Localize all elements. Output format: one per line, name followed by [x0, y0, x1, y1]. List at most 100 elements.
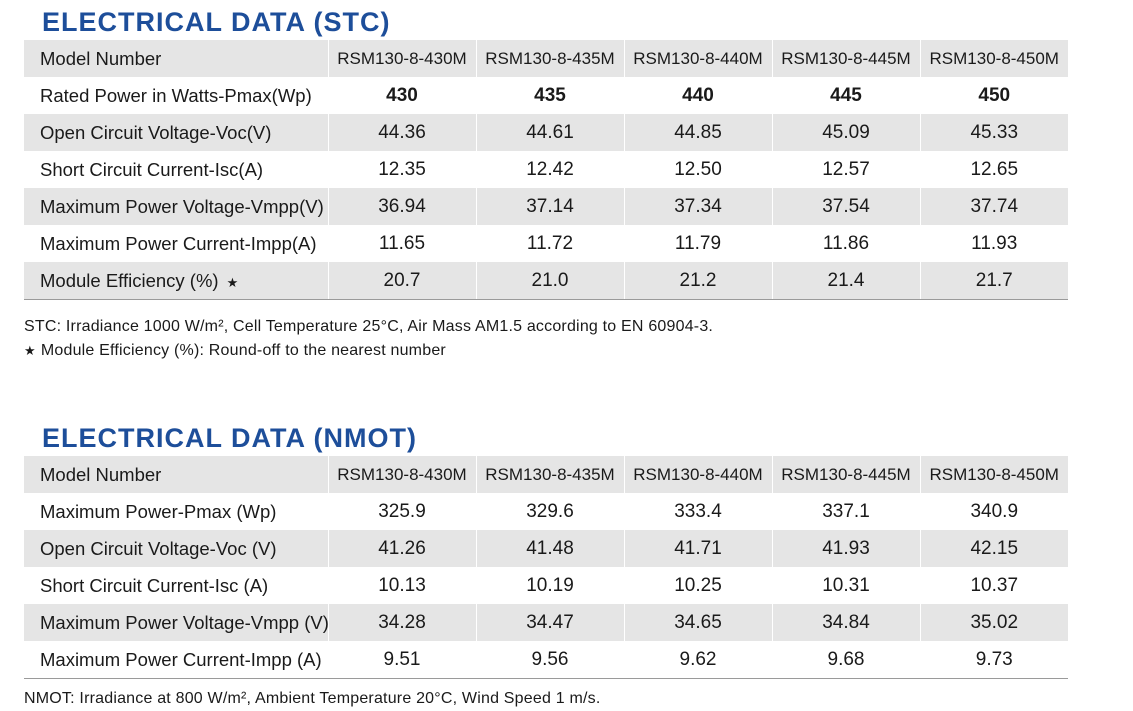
row-label: Maximum Power Voltage-Vmpp (V) [24, 604, 329, 641]
stc-table: Model Number RSM130-8-430M RSM130-8-435M… [24, 40, 1068, 300]
table-cell: 329.6 [476, 493, 625, 530]
table-cell: 37.74 [920, 188, 1068, 225]
table-cell: 34.28 [328, 604, 477, 641]
table-cell: 45.33 [920, 114, 1068, 151]
table-cell: 445 [772, 77, 921, 114]
nmot-model-2: RSM130-8-435M [476, 456, 625, 493]
table-cell: 10.13 [328, 567, 477, 604]
table-cell: 12.35 [328, 151, 477, 188]
table-cell: 10.19 [476, 567, 625, 604]
table-cell: 21.0 [476, 262, 625, 300]
table-cell: 44.36 [328, 114, 477, 151]
table-cell: 37.34 [624, 188, 773, 225]
table-cell: 12.42 [476, 151, 625, 188]
table-cell: 44.61 [476, 114, 625, 151]
stc-row-impp: Maximum Power Current-Impp(A) 11.65 11.7… [24, 225, 1068, 262]
table-cell: 20.7 [328, 262, 477, 300]
table-cell: 45.09 [772, 114, 921, 151]
table-cell: 440 [624, 77, 773, 114]
nmot-row-impp: Maximum Power Current-Impp (A) 9.51 9.56… [24, 641, 1068, 679]
nmot-row-voc: Open Circuit Voltage-Voc (V) 41.26 41.48… [24, 530, 1068, 567]
stc-row-vmpp: Maximum Power Voltage-Vmpp(V) 36.94 37.1… [24, 188, 1068, 225]
table-cell: 9.68 [772, 641, 921, 679]
table-cell: 11.72 [476, 225, 625, 262]
table-cell: 34.47 [476, 604, 625, 641]
table-cell: 333.4 [624, 493, 773, 530]
table-cell: 9.73 [920, 641, 1068, 679]
nmot-model-1: RSM130-8-430M [328, 456, 477, 493]
stc-header-label: Model Number [24, 40, 329, 77]
table-cell: 337.1 [772, 493, 921, 530]
stc-model-4: RSM130-8-445M [772, 40, 921, 77]
table-cell: 21.7 [920, 262, 1068, 300]
stc-row-voc: Open Circuit Voltage-Voc(V) 44.36 44.61 … [24, 114, 1068, 151]
nmot-header-row: Model Number RSM130-8-430M RSM130-8-435M… [24, 456, 1068, 493]
nmot-footnote: NMOT: Irradiance at 800 W/m², Ambient Te… [24, 690, 601, 707]
table-cell: 11.79 [624, 225, 773, 262]
stc-section-title: ELECTRICAL DATA (STC) [42, 7, 391, 37]
table-cell: 36.94 [328, 188, 477, 225]
table-cell: 41.48 [476, 530, 625, 567]
table-cell: 34.84 [772, 604, 921, 641]
table-cell: 11.86 [772, 225, 921, 262]
nmot-row-isc: Short Circuit Current-Isc (A) 10.13 10.1… [24, 567, 1068, 604]
table-cell: 9.51 [328, 641, 477, 679]
table-cell: 42.15 [920, 530, 1068, 567]
table-cell: 21.2 [624, 262, 773, 300]
stc-row-efficiency: Module Efficiency (%) ★ 20.7 21.0 21.2 21… [24, 262, 1068, 300]
row-label: Module Efficiency (%) ★ [24, 262, 329, 300]
table-cell: 44.85 [624, 114, 773, 151]
nmot-model-5: RSM130-8-450M [920, 456, 1068, 493]
table-cell: 340.9 [970, 500, 1019, 522]
nmot-model-3: RSM130-8-440M [624, 456, 773, 493]
row-label: Rated Power in Watts-Pmax(Wp) [24, 77, 329, 114]
stc-row-isc: Short Circuit Current-Isc(A) 12.35 12.42… [24, 151, 1068, 188]
stc-model-3: RSM130-8-440M [624, 40, 773, 77]
star-icon: ★ [226, 274, 239, 290]
efficiency-label: Module Efficiency (%) [40, 269, 219, 291]
table-cell: 435 [476, 77, 625, 114]
stc-row-pmax: Rated Power in Watts-Pmax(Wp) 430 435 44… [24, 77, 1068, 114]
row-label: Open Circuit Voltage-Voc (V) [24, 530, 329, 567]
table-cell: 9.56 [476, 641, 625, 679]
table-cell: 41.71 [624, 530, 773, 567]
nmot-section-title: ELECTRICAL DATA (NMOT) [42, 423, 417, 453]
nmot-row-vmpp: Maximum Power Voltage-Vmpp (V) 34.28 34.… [24, 604, 1068, 641]
row-label: Short Circuit Current-Isc(A) [24, 151, 329, 188]
nmot-header-label: Model Number [24, 456, 329, 493]
nmot-model-4: RSM130-8-445M [772, 456, 921, 493]
table-cell: 41.93 [772, 530, 921, 567]
table-cell: 37.14 [476, 188, 625, 225]
table-cell: 12.65 [970, 158, 1019, 180]
row-label: Short Circuit Current-Isc (A) [24, 567, 329, 604]
table-cell: 11.93 [971, 232, 1018, 254]
table-cell: 37.54 [772, 188, 921, 225]
row-label: Maximum Power Current-Impp(A) [24, 225, 329, 262]
table-cell: 35.02 [920, 604, 1068, 641]
table-cell: 430 [328, 77, 477, 114]
table-cell: 34.65 [624, 604, 773, 641]
table-cell: 10.37 [970, 574, 1019, 596]
nmot-row-pmax: Maximum Power-Pmax (Wp) 325.9 329.6 333.… [24, 493, 1068, 530]
table-cell: 10.31 [772, 567, 921, 604]
table-cell: 41.26 [328, 530, 477, 567]
table-cell: 9.62 [624, 641, 773, 679]
efficiency-footnote: ★ Module Efficiency (%): Round-off to the… [24, 342, 446, 360]
table-cell: 11.65 [328, 225, 477, 262]
stc-model-5: RSM130-8-450M [920, 40, 1068, 77]
table-cell: 10.25 [624, 567, 773, 604]
table-cell: 450 [978, 84, 1011, 106]
row-label: Maximum Power Voltage-Vmpp(V) [24, 188, 329, 225]
stc-header-row: Model Number RSM130-8-430M RSM130-8-435M… [24, 40, 1068, 77]
table-cell: 12.50 [624, 151, 773, 188]
stc-footnote: STC: Irradiance 1000 W/m², Cell Temperat… [24, 318, 714, 335]
star-icon: ★ [24, 343, 36, 358]
row-label: Maximum Power-Pmax (Wp) [24, 493, 329, 530]
table-cell: 12.57 [772, 151, 921, 188]
row-label: Open Circuit Voltage-Voc(V) [24, 114, 329, 151]
efficiency-footnote-text: Module Efficiency (%): Round-off to the … [40, 342, 446, 359]
stc-model-2: RSM130-8-435M [476, 40, 625, 77]
stc-model-1: RSM130-8-430M [328, 40, 477, 77]
nmot-table: Model Number RSM130-8-430M RSM130-8-435M… [24, 456, 1068, 679]
table-cell: 21.4 [772, 262, 921, 300]
